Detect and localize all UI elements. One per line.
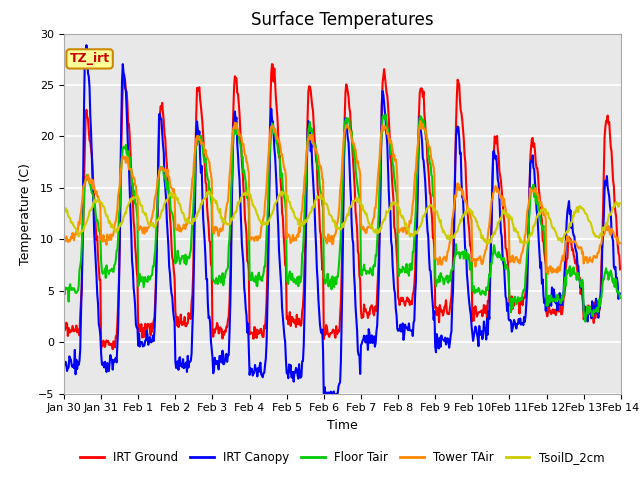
Line: IRT Ground: IRT Ground [64,64,620,349]
Line: Floor Tair: Floor Tair [64,115,620,322]
IRT Ground [185,310,193,316]
IRT Canopy [128,258,136,264]
Tower TAir [417,118,424,124]
Y-axis label: Temperature (C): Temperature (C) [19,163,33,264]
Tower TAir [127,167,135,172]
TsoilD_2cm [213,202,221,207]
IRT Canopy [83,42,90,48]
Legend: IRT Ground, IRT Canopy, Floor Tair, Tower TAir, TsoilD_2cm: IRT Ground, IRT Canopy, Floor Tair, Towe… [76,446,609,469]
IRT Canopy [332,398,339,404]
Tower TAir [544,271,552,277]
Floor Tair [60,288,68,293]
TsoilD_2cm [70,223,78,229]
Floor Tair [213,279,221,285]
Floor Tair [382,112,390,118]
Floor Tair [70,286,78,291]
IRT Ground [70,328,78,334]
Floor Tair [427,161,435,167]
IRT Ground [109,347,116,352]
Tower TAir [213,225,221,231]
Line: Tower TAir: Tower TAir [64,121,620,274]
Tower TAir [410,196,417,202]
IRT Ground [616,266,624,272]
TsoilD_2cm [484,241,492,247]
IRT Ground [128,192,136,197]
IRT Canopy [185,365,193,371]
Floor Tair [127,167,135,172]
TsoilD_2cm [244,185,252,191]
IRT Canopy [412,293,419,299]
IRT Canopy [214,360,221,366]
IRT Ground [214,324,221,329]
Floor Tair [581,319,589,324]
IRT Ground [268,61,276,67]
TsoilD_2cm [410,232,418,238]
IRT Canopy [616,291,624,297]
TsoilD_2cm [616,201,624,206]
TsoilD_2cm [427,202,435,207]
Line: TsoilD_2cm: TsoilD_2cm [64,188,620,244]
TsoilD_2cm [127,197,135,203]
Tower TAir [427,150,435,156]
Floor Tair [184,254,191,260]
Tower TAir [184,218,191,224]
Text: TZ_irt: TZ_irt [70,52,109,65]
TsoilD_2cm [60,204,68,210]
Line: IRT Canopy: IRT Canopy [64,45,620,401]
IRT Ground [60,322,68,327]
Tower TAir [60,239,68,244]
IRT Canopy [70,365,78,371]
Tower TAir [70,237,78,243]
Tower TAir [616,240,624,246]
Floor Tair [410,235,418,241]
IRT Ground [428,206,435,212]
X-axis label: Time: Time [327,419,358,432]
IRT Ground [412,269,419,275]
TsoilD_2cm [184,220,191,226]
Floor Tair [616,295,624,301]
IRT Canopy [428,279,435,285]
Title: Surface Temperatures: Surface Temperatures [251,11,434,29]
IRT Canopy [60,362,68,368]
